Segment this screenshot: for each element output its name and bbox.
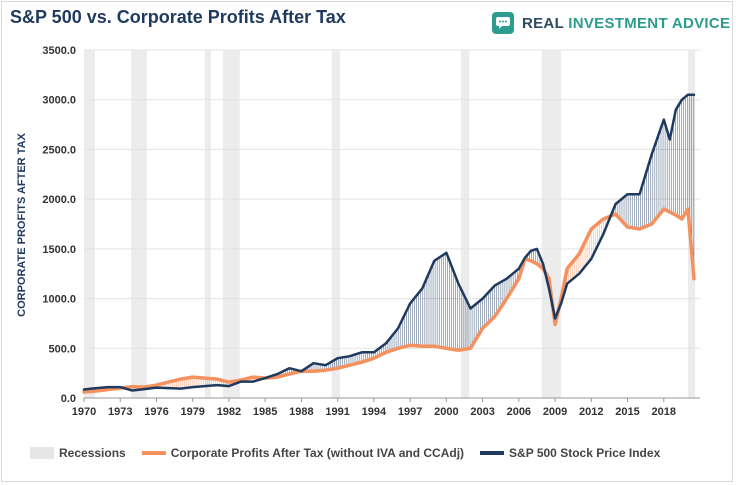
y-tick-label-2: 1000.0: [42, 294, 76, 306]
x-tick-label-11: 2003: [470, 406, 494, 418]
recession-band-0: [84, 50, 95, 398]
y-tick-label-5: 2500.0: [42, 144, 76, 156]
x-tick-label-10: 2000: [434, 406, 458, 418]
x-tick-label-9: 1997: [398, 406, 422, 418]
chat-bubble-icon: [492, 12, 514, 34]
brand-name-part1: REAL: [522, 14, 569, 32]
x-tick-label-16: 2018: [652, 406, 676, 418]
x-tick-label-4: 1982: [217, 406, 241, 418]
x-tick-label-15: 2015: [615, 406, 639, 418]
gridlines: [84, 49, 700, 349]
series-lines: [82, 93, 696, 394]
brand-logo: REAL INVESTMENT ADVICE: [492, 10, 730, 36]
legend-swatch-sp500: [480, 451, 505, 455]
x-tick-label-8: 1994: [362, 406, 387, 418]
y-tick-label-4: 2000.0: [42, 194, 76, 206]
recession-band-5: [460, 50, 470, 398]
x-tick-label-14: 2012: [579, 406, 603, 418]
recession-band-1: [131, 50, 147, 398]
legend-label-profits: Corporate Profits After Tax (without IVA…: [170, 446, 465, 460]
series-line-profits: [82, 207, 696, 394]
x-tick-label-5: 1985: [253, 406, 277, 418]
recession-band-4: [331, 50, 341, 398]
legend: Recessions Corporate Profits After Tax (…: [30, 443, 720, 463]
x-tick-label-6: 1988: [289, 406, 313, 418]
recession-band-3: [222, 50, 240, 398]
legend-item-profits: Corporate Profits After Tax (without IVA…: [141, 446, 465, 460]
legend-swatch-recessions: [30, 447, 54, 459]
x-tick-label-0: 1970: [72, 406, 96, 418]
x-tick-label-7: 1991: [325, 406, 349, 418]
recession-band-2: [204, 50, 211, 398]
y-tick-label-6: 3000.0: [42, 95, 76, 107]
recession-band-6: [541, 50, 562, 398]
brand-name: REAL INVESTMENT ADVICE: [522, 15, 730, 32]
x-tick-label-3: 1979: [180, 406, 204, 418]
series-line-sp500: [82, 93, 696, 392]
brand-name-part2: INVESTMENT ADVICE: [568, 14, 731, 32]
y-tick-label-0: 0.0: [61, 393, 76, 405]
y-tick-label-1: 500.0: [48, 343, 76, 355]
axes: 0.0 500.0 1000.0 1500.0 2000.0 2500.0 3000.0 35…: [42, 45, 700, 418]
legend-item-sp500: S&P 500 Stock Price Index: [480, 446, 660, 460]
y-tick-label-7: 3500.0: [42, 45, 76, 57]
x-tick-label-2: 1976: [144, 406, 168, 418]
x-tick-label-1: 1973: [108, 406, 132, 418]
chart-title: S&P 500 vs. Corporate Profits After Tax: [10, 7, 346, 27]
legend-swatch-profits: [141, 451, 166, 455]
recession-bands: [84, 50, 696, 398]
x-tick-label-13: 2009: [543, 406, 567, 418]
legend-item-recessions: Recessions: [30, 446, 126, 460]
x-tick-label-12: 2006: [507, 406, 531, 418]
y-tick-label-3: 1500.0: [42, 244, 76, 256]
gap-hatching: [83, 94, 695, 393]
legend-label-sp500: S&P 500 Stock Price Index: [509, 446, 661, 460]
legend-label-recessions: Recessions: [59, 446, 126, 460]
